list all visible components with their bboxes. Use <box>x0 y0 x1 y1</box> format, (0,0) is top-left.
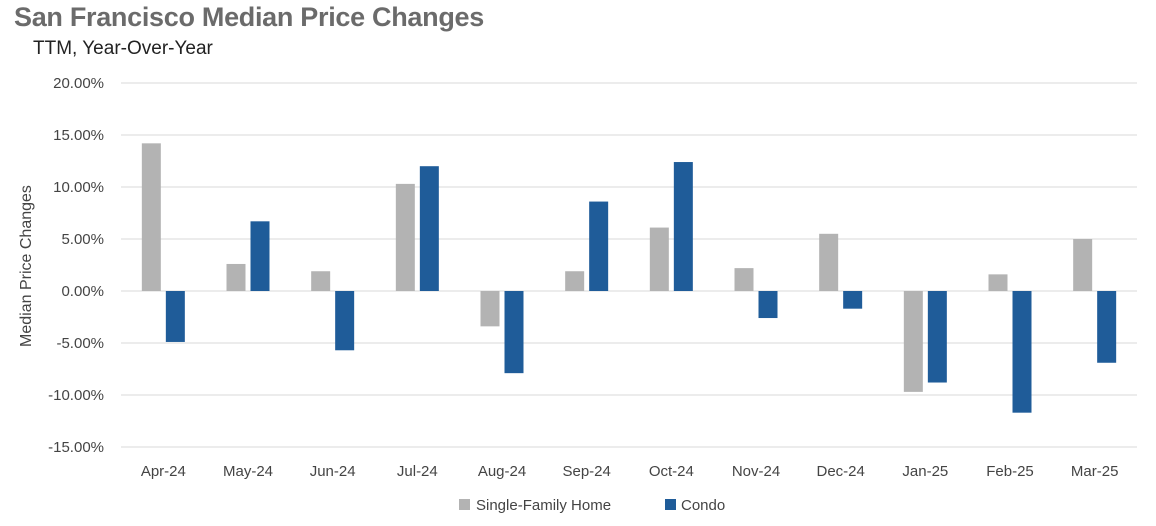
x-tick-label: Sep-24 <box>562 463 610 480</box>
x-tick-label: Jan-25 <box>902 463 948 480</box>
legend: Single-Family Home Condo <box>459 497 725 514</box>
y-tick-label: 5.00% <box>61 231 104 248</box>
legend-swatch-condo <box>665 499 676 510</box>
y-axis-label: Median Price Changes <box>18 185 35 347</box>
bar-single-family-home <box>1073 239 1093 291</box>
x-tick-label: Dec-24 <box>816 463 864 480</box>
bar-condo <box>673 162 693 291</box>
bar-condo <box>250 221 270 291</box>
legend-label-single-family-home: Single-Family Home <box>476 497 611 514</box>
x-tick-label: Nov-24 <box>732 463 780 480</box>
legend-label-condo: Condo <box>681 497 725 514</box>
legend-swatch-single-family-home <box>459 499 470 510</box>
y-tick-label: 0.00% <box>61 283 104 300</box>
bar-single-family-home <box>819 233 839 291</box>
bar-single-family-home <box>649 227 669 291</box>
y-tick-label: -15.00% <box>48 439 104 456</box>
chart-title: San Francisco Median Price Changes <box>14 2 484 32</box>
bar-condo <box>419 166 439 291</box>
chart-subtitle: TTM, Year-Over-Year <box>33 38 213 59</box>
x-tick-label: Apr-24 <box>141 463 186 480</box>
bar-condo <box>843 291 863 309</box>
x-tick-label: Aug-24 <box>478 463 526 480</box>
y-tick-label: 10.00% <box>53 179 104 196</box>
bars <box>141 143 1117 413</box>
bar-condo <box>504 291 524 374</box>
x-tick-label: Jun-24 <box>310 463 356 480</box>
x-tick-label: May-24 <box>223 463 273 480</box>
x-tick-label: Jul-24 <box>397 463 438 480</box>
x-tick-label: Mar-25 <box>1071 463 1119 480</box>
bar-condo <box>589 201 609 291</box>
bar-condo <box>1097 291 1117 363</box>
bar-condo <box>335 291 355 351</box>
bar-condo <box>165 291 185 342</box>
y-axis-ticks: 20.00% 15.00% 10.00% 5.00% 0.00% -5.00% -10.00… <box>48 75 104 456</box>
y-tick-label: 20.00% <box>53 75 104 92</box>
bar-single-family-home <box>141 143 161 291</box>
gridlines <box>121 82 1137 448</box>
bar-single-family-home <box>395 183 415 291</box>
x-tick-label: Oct-24 <box>649 463 694 480</box>
bar-single-family-home <box>480 291 500 327</box>
bar-single-family-home <box>903 291 923 392</box>
y-tick-label: -5.00% <box>56 335 104 352</box>
y-tick-label: 15.00% <box>53 127 104 144</box>
y-tick-label: -10.00% <box>48 387 104 404</box>
bar-single-family-home <box>988 274 1008 291</box>
x-axis-ticks: Apr-24 May-24 Jun-24 Jul-24 Aug-24 Sep-24 Oct-… <box>141 463 1119 480</box>
bar-single-family-home <box>565 271 585 291</box>
x-tick-label: Feb-25 <box>986 463 1034 480</box>
bar-single-family-home <box>734 268 754 291</box>
bar-condo <box>758 291 778 319</box>
bar-condo <box>1012 291 1032 413</box>
bar-single-family-home <box>226 263 246 291</box>
bar-condo <box>927 291 947 383</box>
bar-single-family-home <box>311 271 331 291</box>
